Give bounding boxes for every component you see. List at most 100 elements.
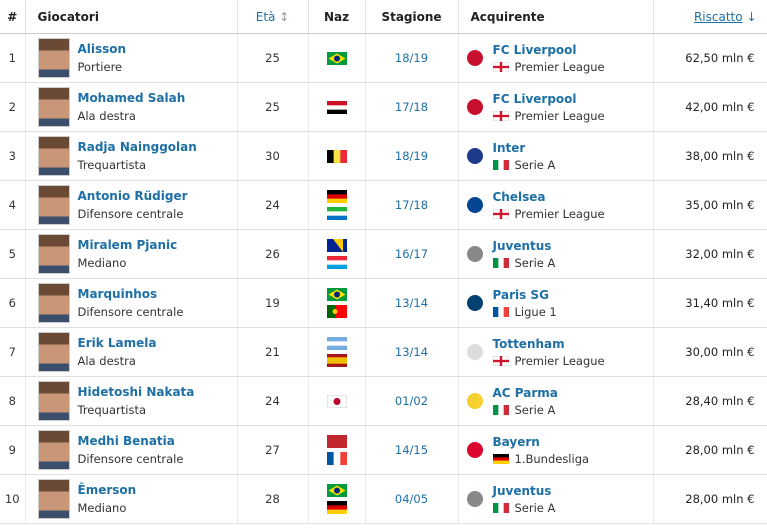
player-name[interactable]: Medhi Benatia bbox=[77, 434, 175, 448]
flag bbox=[326, 501, 347, 514]
season: 13/14 bbox=[365, 278, 459, 328]
flag bbox=[492, 61, 509, 72]
player-cell: Alisson Portiere bbox=[25, 33, 238, 83]
league-name[interactable]: 1.Bundesliga bbox=[514, 451, 590, 466]
league-name[interactable]: Premier League bbox=[514, 108, 605, 123]
club-logo bbox=[466, 197, 483, 213]
player-position: Difensore centrale bbox=[77, 452, 184, 466]
player-position: Mediano bbox=[77, 256, 127, 270]
buyer-info: FC Liverpool Premier League bbox=[492, 42, 605, 74]
fee: 31,40 mln € bbox=[653, 278, 767, 328]
league-name[interactable]: Serie A bbox=[514, 255, 556, 270]
club-logo bbox=[466, 344, 483, 360]
sort-icon[interactable]: ↓ bbox=[746, 9, 757, 24]
club-name[interactable]: Paris SG bbox=[492, 287, 549, 302]
club-logo bbox=[466, 246, 483, 262]
player: Miralem Pjanic Mediano bbox=[26, 234, 237, 274]
league: Premier League bbox=[492, 108, 605, 123]
club-name[interactable]: Chelsea bbox=[492, 189, 546, 204]
nationality bbox=[308, 131, 366, 181]
player-position: Trequartista bbox=[77, 158, 147, 172]
club-name[interactable]: Juventus bbox=[492, 238, 552, 253]
player-name[interactable]: Hidetoshi Nakata bbox=[77, 385, 195, 399]
league-name[interactable]: Serie A bbox=[514, 157, 556, 172]
age: 21 bbox=[237, 327, 309, 377]
player-cell: Marquinhos Difensore centrale bbox=[25, 278, 238, 328]
buyer: Paris SG Ligue 1 bbox=[459, 288, 653, 319]
nationality bbox=[308, 82, 366, 132]
fee: 30,00 mln € bbox=[653, 327, 767, 377]
age: 24 bbox=[237, 180, 309, 230]
player-name[interactable]: Mohamed Salah bbox=[77, 91, 186, 105]
age: 25 bbox=[237, 33, 309, 83]
flag bbox=[326, 305, 347, 318]
player-name[interactable]: Erik Lamela bbox=[77, 336, 157, 350]
player-position: Difensore centrale bbox=[77, 207, 184, 221]
rank: 9 bbox=[0, 425, 26, 475]
club-name[interactable]: FC Liverpool bbox=[492, 42, 577, 57]
rank: 8 bbox=[0, 376, 26, 426]
club-name[interactable]: AC Parma bbox=[492, 385, 558, 400]
player-info: Medhi Benatia Difensore centrale bbox=[78, 434, 184, 466]
player: Radja Nainggolan Trequartista bbox=[26, 136, 237, 176]
table-row: 3 Radja Nainggolan Trequartista 30 18/19 Inte… bbox=[0, 131, 767, 181]
table-row: 7 Erik Lamela Ala destra 21 13/14 Tottenham Pr… bbox=[0, 327, 767, 377]
nationality bbox=[308, 376, 366, 426]
player-name[interactable]: Miralem Pjanic bbox=[77, 238, 178, 252]
league-name[interactable]: Ligue 1 bbox=[514, 304, 557, 319]
buyer-cell: Inter Serie A bbox=[458, 131, 654, 181]
buyer: Tottenham Premier League bbox=[459, 337, 653, 368]
header-fee[interactable]: Riscatto ↓ bbox=[653, 0, 767, 34]
header-fee-text[interactable]: Riscatto bbox=[693, 9, 743, 24]
fee: 42,00 mln € bbox=[653, 82, 767, 132]
club-name[interactable]: Juventus bbox=[492, 483, 552, 498]
club-name[interactable]: Bayern bbox=[492, 434, 540, 449]
age: 28 bbox=[237, 474, 309, 524]
flag bbox=[326, 484, 347, 497]
table-body: 1 Alisson Portiere 25 18/19 FC Liverpool Premi… bbox=[0, 33, 767, 524]
season: 18/19 bbox=[365, 33, 459, 83]
rank: 10 bbox=[0, 474, 26, 524]
player-info: Mohamed Salah Ala destra bbox=[78, 91, 186, 123]
flag bbox=[326, 207, 347, 220]
buyer-cell: AC Parma Serie A bbox=[458, 376, 654, 426]
table-row: 6 Marquinhos Difensore centrale 19 13/14 Pari… bbox=[0, 278, 767, 328]
table-header: # Giocatori Età ↕ Naz Stagione Acquirent… bbox=[0, 0, 767, 34]
header-age-text[interactable]: Età bbox=[255, 9, 276, 24]
rank: 6 bbox=[0, 278, 26, 328]
league-name[interactable]: Premier League bbox=[514, 59, 605, 74]
buyer-info: Tottenham Premier League bbox=[492, 336, 605, 368]
player-name[interactable]: Alisson bbox=[77, 42, 127, 56]
fee: 28,00 mln € bbox=[653, 474, 767, 524]
club-name[interactable]: Inter bbox=[492, 140, 526, 155]
league-name[interactable]: Premier League bbox=[514, 353, 605, 368]
buyer-info: AC Parma Serie A bbox=[492, 385, 558, 417]
sort-icon[interactable]: ↕ bbox=[279, 9, 290, 24]
player-name[interactable]: Êmerson bbox=[77, 483, 137, 497]
club-name[interactable]: FC Liverpool bbox=[492, 91, 577, 106]
player-info: Êmerson Mediano bbox=[78, 483, 137, 515]
fee: 28,40 mln € bbox=[653, 376, 767, 426]
rank: 4 bbox=[0, 180, 26, 230]
player-name[interactable]: Radja Nainggolan bbox=[77, 140, 197, 154]
league-name[interactable]: Premier League bbox=[514, 206, 605, 221]
flag bbox=[326, 149, 347, 163]
player-name[interactable]: Marquinhos bbox=[77, 287, 158, 301]
club-logo bbox=[466, 99, 483, 115]
nationality bbox=[308, 180, 366, 230]
club-name[interactable]: Tottenham bbox=[492, 336, 565, 351]
rank: 7 bbox=[0, 327, 26, 377]
buyer: Juventus Serie A bbox=[459, 239, 653, 270]
flag bbox=[492, 502, 509, 513]
header-age[interactable]: Età ↕ bbox=[237, 0, 309, 34]
league-name[interactable]: Serie A bbox=[514, 500, 556, 515]
player-cell: Miralem Pjanic Mediano bbox=[25, 229, 238, 279]
league-name[interactable]: Serie A bbox=[514, 402, 556, 417]
player-info: Radja Nainggolan Trequartista bbox=[78, 140, 197, 172]
buyer-cell: Tottenham Premier League bbox=[458, 327, 654, 377]
flag bbox=[326, 354, 347, 367]
player-position: Portiere bbox=[77, 60, 123, 74]
player-name[interactable]: Antonio Rüdiger bbox=[77, 189, 188, 203]
table-row: 9 Medhi Benatia Difensore centrale 27 14/15 B… bbox=[0, 425, 767, 475]
